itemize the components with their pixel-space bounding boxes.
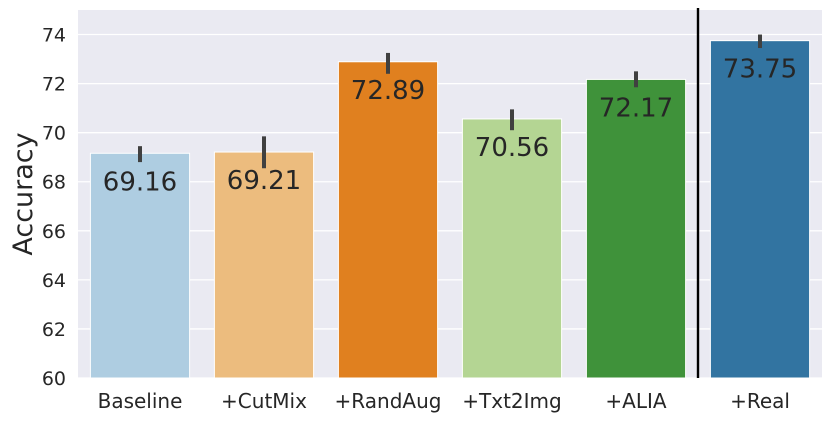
- x-tick-label: Baseline: [98, 389, 183, 413]
- value-label: 73.75: [723, 55, 797, 85]
- x-tick-label: +Txt2Img: [462, 389, 561, 413]
- y-tick-label: 70: [42, 123, 66, 145]
- bars-group: [89, 40, 811, 379]
- y-axis-label: Accuracy: [8, 132, 39, 255]
- x-tick-label: +RandAug: [335, 389, 442, 413]
- bar: [213, 151, 315, 379]
- y-tick-label: 68: [42, 172, 66, 194]
- bar: [89, 152, 191, 379]
- y-tick-label: 72: [42, 74, 66, 96]
- value-label: 70.56: [475, 133, 549, 163]
- y-tick-label: 74: [42, 25, 66, 47]
- y-tick-label: 62: [42, 319, 66, 341]
- bar: [585, 78, 687, 379]
- bar: [337, 61, 439, 379]
- value-label: 72.17: [599, 93, 673, 123]
- y-tick-label: 60: [42, 368, 66, 390]
- value-label: 69.16: [103, 167, 177, 197]
- x-tick-label: +CutMix: [221, 389, 307, 413]
- value-label: 72.89: [351, 76, 425, 106]
- y-axis-ticks: 60 62 64 66 68 70 72 74: [42, 25, 66, 390]
- bar: [461, 118, 563, 379]
- x-tick-label: +Real: [730, 389, 790, 413]
- value-label: 69.21: [227, 166, 301, 196]
- x-axis-ticks: Baseline +CutMix +RandAug +Txt2Img +ALIA +Rea…: [98, 389, 790, 413]
- error-bars-group: [138, 34, 762, 169]
- x-tick-label: +ALIA: [605, 389, 666, 413]
- value-labels-group: 69.16 69.21 72.89 70.56 72.17 73.75: [103, 55, 797, 198]
- y-tick-label: 64: [42, 270, 66, 292]
- bar: [709, 40, 811, 379]
- y-tick-label: 66: [42, 221, 66, 243]
